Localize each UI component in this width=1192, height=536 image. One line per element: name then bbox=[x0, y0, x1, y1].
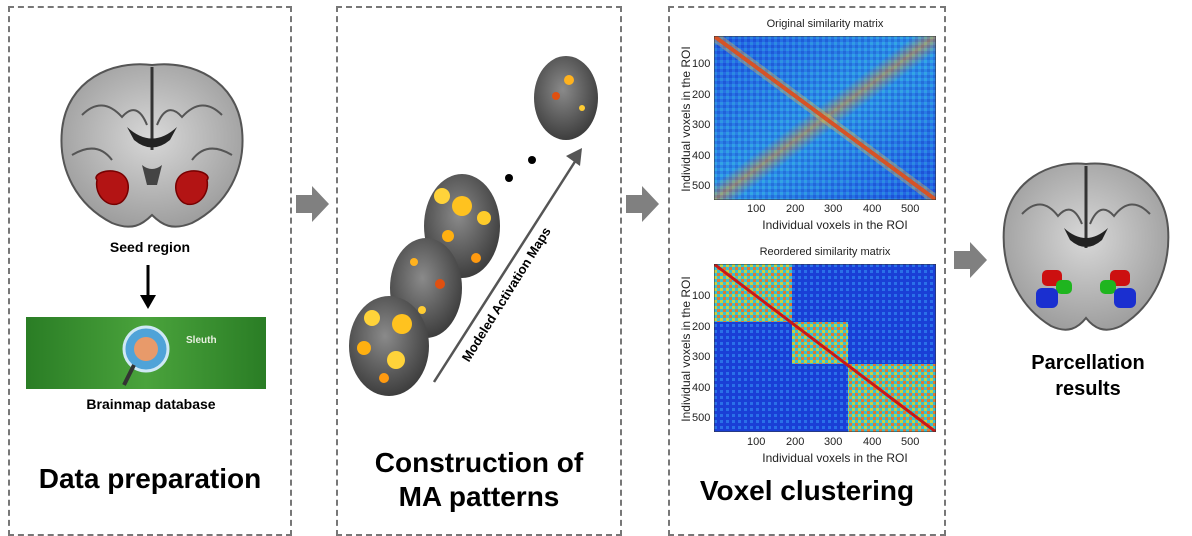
parcellation-brain-image bbox=[1002, 162, 1170, 331]
voxel-clustering-title: Voxel clustering bbox=[699, 475, 915, 506]
reordered-similarity-matrix bbox=[714, 264, 936, 432]
original-similarity-matrix bbox=[714, 36, 936, 200]
coronal-brain-seed-image bbox=[60, 63, 244, 228]
ma-brain-stack-image bbox=[349, 56, 598, 396]
m2-xtick-3: 300 bbox=[824, 436, 843, 448]
flow-arrow-2-icon bbox=[626, 186, 659, 222]
m1-ytick-2: 200 bbox=[692, 89, 711, 101]
m1-xtick-3: 300 bbox=[824, 203, 843, 215]
m2-ylabel: Individual voxels in the ROI bbox=[679, 276, 693, 422]
construction-title-line2: MA patterns bbox=[398, 481, 560, 512]
brainmap-database-label: Brainmap database bbox=[86, 396, 216, 412]
m1-xtick-5: 500 bbox=[901, 203, 920, 215]
m2-ytick-1: 100 bbox=[692, 290, 711, 302]
down-arrow-icon bbox=[140, 265, 156, 309]
magnifier-brain-icon bbox=[122, 325, 170, 386]
data-preparation-title: Data preparation bbox=[38, 463, 262, 494]
m1-ytick-1: 100 bbox=[692, 58, 711, 70]
matrix1-title: Original similarity matrix bbox=[766, 18, 884, 30]
matrix2-title: Reordered similarity matrix bbox=[759, 246, 891, 258]
m1-ytick-4: 400 bbox=[692, 150, 711, 162]
seed-region-label: Seed region bbox=[109, 239, 191, 255]
m1-xlabel: Individual voxels in the ROI bbox=[762, 218, 908, 232]
m2-xtick-5: 500 bbox=[901, 436, 920, 448]
parcellation-results-line2: results bbox=[1055, 378, 1121, 400]
construction-title-line1: Construction of bbox=[374, 447, 584, 478]
sleuth-logo-text: Sleuth bbox=[186, 335, 217, 346]
brainmap-database-banner: Sleuth bbox=[26, 317, 266, 389]
m1-ytick-5: 500 bbox=[692, 180, 711, 192]
m2-xtick-4: 400 bbox=[863, 436, 882, 448]
m2-ytick-5: 500 bbox=[692, 412, 711, 424]
flow-arrow-1-icon bbox=[296, 186, 329, 222]
m1-ytick-3: 300 bbox=[692, 119, 711, 131]
parcellation-results-line1: Parcellation bbox=[1031, 352, 1145, 374]
m1-xtick-1: 100 bbox=[747, 203, 766, 215]
m1-xtick-4: 400 bbox=[863, 203, 882, 215]
m2-ytick-2: 200 bbox=[692, 321, 711, 333]
m2-xtick-2: 200 bbox=[786, 436, 805, 448]
m1-ylabel: Individual voxels in the ROI bbox=[679, 46, 693, 192]
m2-ytick-3: 300 bbox=[692, 351, 711, 363]
m2-ytick-4: 400 bbox=[692, 382, 711, 394]
m1-xtick-2: 200 bbox=[786, 203, 805, 215]
m2-xlabel: Individual voxels in the ROI bbox=[762, 451, 908, 465]
flow-arrow-3-icon bbox=[954, 242, 987, 278]
m2-xtick-1: 100 bbox=[747, 436, 766, 448]
